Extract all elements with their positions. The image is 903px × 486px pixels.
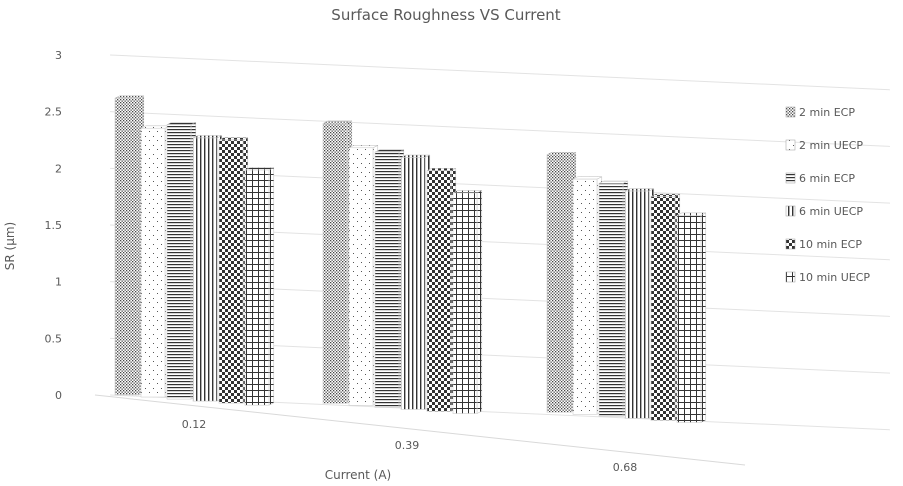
bar-top xyxy=(322,120,352,124)
bar-side xyxy=(268,167,275,406)
floor-front-edge xyxy=(94,394,746,466)
bar-2-min-uecp-0.12 xyxy=(140,127,166,398)
bar-top xyxy=(140,125,170,129)
legend: 2 min ECP 2 min UECP 6 min ECP 6 min UECP 10… xyxy=(785,106,870,284)
bar-10-min-uecp-0.12 xyxy=(244,169,270,406)
bar-10-min-ecp-0.68 xyxy=(650,196,676,421)
bar-top xyxy=(400,154,430,158)
bar-top xyxy=(218,137,248,141)
bar-2-min-ecp-0.39 xyxy=(322,123,348,404)
bar-top xyxy=(650,193,680,197)
bar-2-min-ecp-0.12 xyxy=(114,97,140,396)
bar-top xyxy=(624,188,654,192)
x-axis-title: Current (A) xyxy=(325,468,391,482)
bars xyxy=(114,95,707,423)
bar-10-min-ecp-0.12 xyxy=(218,139,244,404)
legend-label: 2 min ECP xyxy=(799,106,855,119)
bar-6-min-uecp-0.39 xyxy=(400,157,426,410)
bar-top xyxy=(114,95,144,99)
x-tick-label: 0.12 xyxy=(182,418,207,431)
legend-swatch xyxy=(785,205,796,217)
y-tick-label: 3 xyxy=(55,49,62,62)
bar-6-min-ecp-0.68 xyxy=(598,183,624,417)
bar-top xyxy=(598,180,628,184)
gridline xyxy=(109,111,891,147)
y-tick-label: 2 xyxy=(55,162,62,175)
legend-label: 6 min ECP xyxy=(799,172,855,185)
bar-top xyxy=(348,145,378,149)
legend-swatch xyxy=(785,106,796,118)
bar-2-min-uecp-0.68 xyxy=(572,178,598,415)
y-tick-label: 1 xyxy=(55,276,62,289)
bar-6-min-uecp-0.68 xyxy=(624,190,650,419)
bar-top xyxy=(166,122,196,125)
bar-top xyxy=(676,212,706,216)
legend-label: 2 min UECP xyxy=(799,139,863,152)
bar-top xyxy=(426,168,456,171)
bar-6-min-uecp-0.12 xyxy=(192,137,218,402)
bar-2-min-ecp-0.68 xyxy=(546,154,572,413)
y-axis-ticks: 0 0.5 1 1.5 2 2.5 3 xyxy=(45,49,63,402)
y-axis-title: SR (μm) xyxy=(3,222,17,270)
bar-6-min-ecp-0.39 xyxy=(374,151,400,408)
legend-label: 6 min UECP xyxy=(799,205,863,218)
legend-label: 10 min ECP xyxy=(799,238,862,251)
bar-10-min-uecp-0.39 xyxy=(452,192,478,414)
chart-title: Surface Roughness VS Current xyxy=(331,6,561,24)
gridline xyxy=(109,54,891,91)
bar-side xyxy=(700,212,707,423)
bar-side xyxy=(476,190,483,414)
legend-swatch xyxy=(785,172,796,184)
x-tick-label: 0.39 xyxy=(395,439,420,452)
bar-6-min-ecp-0.12 xyxy=(166,124,192,400)
y-tick-label: 2.5 xyxy=(45,106,63,119)
bar-top xyxy=(546,152,576,155)
legend-swatch xyxy=(785,238,796,250)
bar-top xyxy=(452,190,482,194)
bar-top xyxy=(572,176,602,180)
bar-top xyxy=(244,167,274,171)
legend-swatch xyxy=(785,139,796,151)
x-tick-label: 0.68 xyxy=(613,461,638,474)
y-tick-label: 1.5 xyxy=(45,219,63,232)
bar-10-min-uecp-0.68 xyxy=(676,214,702,423)
bar-top xyxy=(374,149,404,153)
y-tick-label: 0.5 xyxy=(45,332,63,345)
legend-swatch xyxy=(785,271,796,283)
y-tick-label: 0 xyxy=(55,389,62,402)
bar-top xyxy=(192,135,222,139)
bar-2-min-uecp-0.39 xyxy=(348,147,374,406)
legend-label: 10 min UECP xyxy=(799,271,870,284)
x-axis-ticks: 0.12 0.39 0.68 xyxy=(182,418,638,474)
bar-10-min-ecp-0.39 xyxy=(426,170,452,412)
